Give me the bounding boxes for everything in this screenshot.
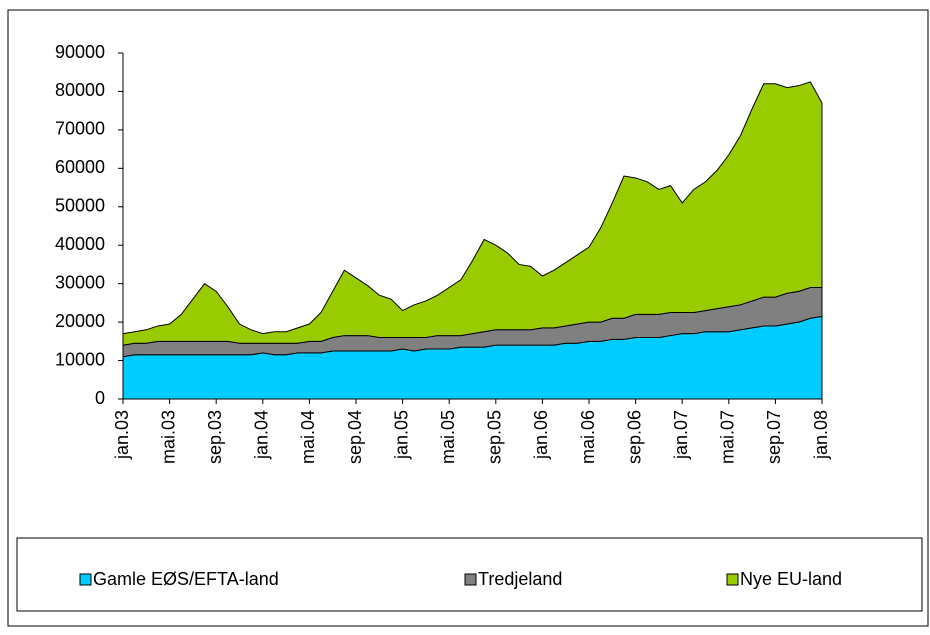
x-tick-label: jan.03 [112, 410, 132, 460]
y-tick-label: 70000 [55, 119, 105, 139]
legend-swatch [726, 573, 739, 586]
legend-label: Tredjeland [478, 569, 562, 589]
x-tick-label: jan.05 [391, 410, 411, 460]
y-tick-label: 40000 [55, 234, 105, 254]
legend-swatch [79, 573, 92, 586]
x-tick-label: sep.05 [485, 410, 505, 464]
legend-swatch [464, 573, 477, 586]
x-tick-label: mai.05 [438, 410, 458, 464]
x-tick-label: sep.06 [624, 410, 644, 464]
x-tick-label: jan.07 [671, 410, 691, 460]
y-tick-label: 30000 [55, 272, 105, 292]
y-tick-label: 10000 [55, 349, 105, 369]
x-tick-label: mai.04 [298, 410, 318, 464]
x-tick-label: sep.03 [205, 410, 225, 464]
y-tick-label: 50000 [55, 196, 105, 216]
x-tick-label: jan.06 [531, 410, 551, 460]
x-tick-label: jan.08 [811, 410, 831, 460]
x-tick-label: jan.04 [252, 410, 272, 460]
y-tick-label: 80000 [55, 80, 105, 100]
y-tick-label: 0 [95, 388, 105, 408]
x-tick-label: sep.04 [345, 410, 365, 464]
area [122, 81, 823, 346]
y-tick-label: 90000 [55, 42, 105, 62]
y-tick-label: 60000 [55, 157, 105, 177]
x-tick-label: sep.07 [764, 410, 784, 464]
legend-label: Gamle EØS/EFTA-land [93, 569, 279, 589]
x-tick-label: mai.06 [578, 410, 598, 464]
x-tick-label: mai.03 [158, 410, 178, 464]
x-tick-label: mai.07 [718, 410, 738, 464]
y-tick-label: 20000 [55, 311, 105, 331]
legend-label: Nye EU-land [740, 569, 842, 589]
